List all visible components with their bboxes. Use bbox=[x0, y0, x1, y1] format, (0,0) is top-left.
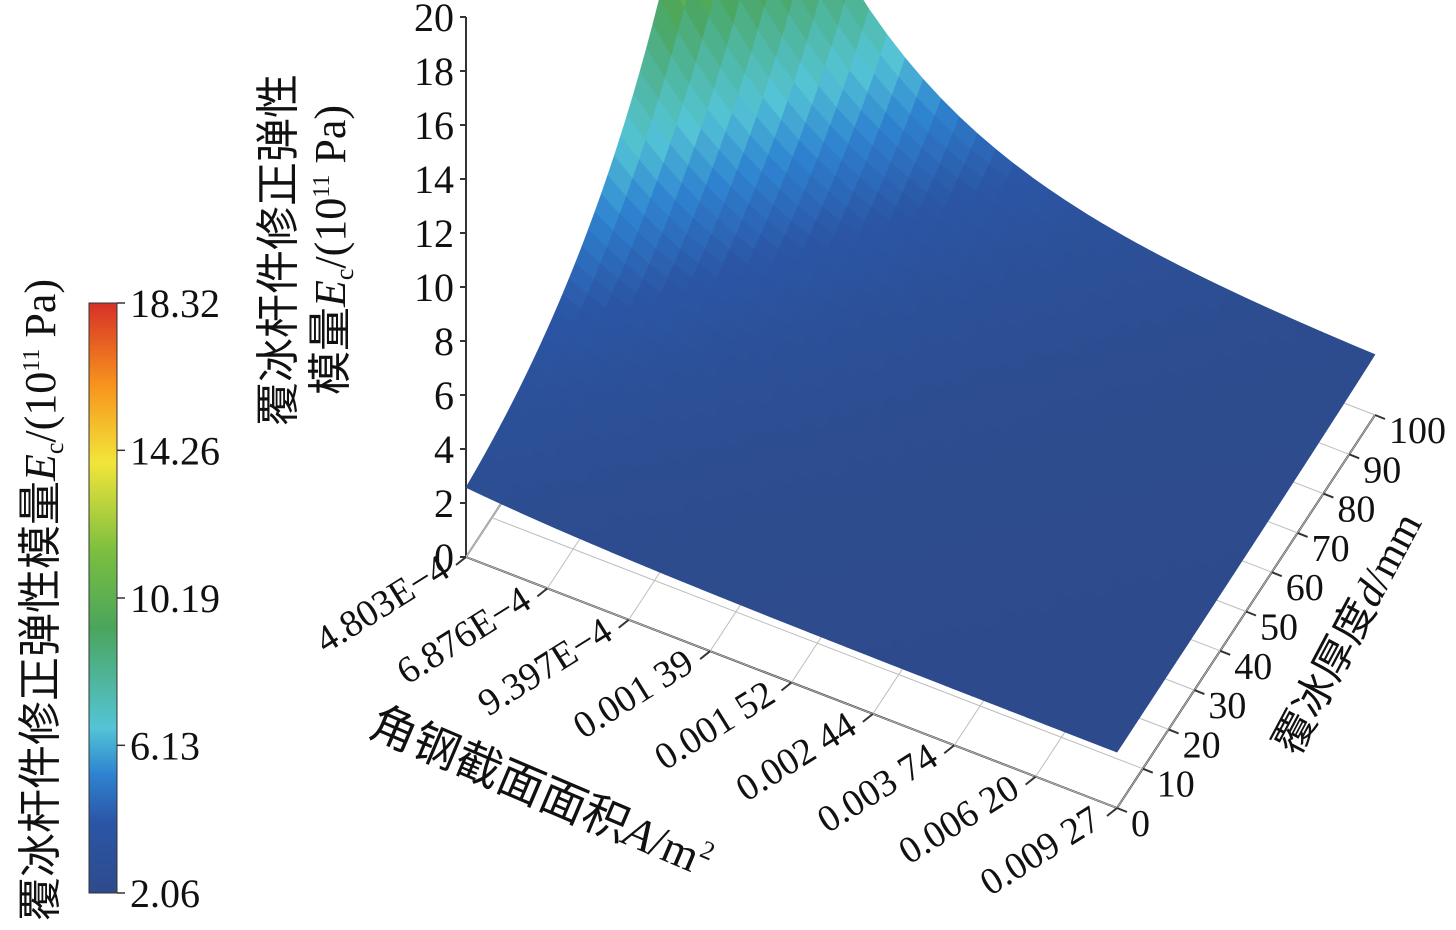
x-tick-mark bbox=[455, 556, 467, 566]
colorbar-ticks: 18.32 14.26 10.19 6.13 2.06 bbox=[117, 281, 220, 916]
x-tick-mark bbox=[862, 713, 874, 723]
z-tick-label: 10 bbox=[414, 265, 454, 310]
y-tick-mark bbox=[1271, 571, 1283, 578]
y-tick-mark bbox=[1194, 689, 1205, 696]
z-axis-label-line2: 模量Ec/(1011 Pa) bbox=[306, 105, 359, 395]
surface-cell bbox=[780, 0, 793, 14]
z-axis-label-symbol: E bbox=[306, 280, 355, 308]
x-tick-mark bbox=[618, 618, 630, 629]
x-tick-mark bbox=[780, 681, 793, 692]
z-axis-label-unit-post: Pa) bbox=[306, 105, 355, 175]
colorbar-label-sub: c bbox=[40, 443, 69, 455]
y-tick-label: 10 bbox=[1157, 764, 1195, 806]
z-tick-label: 14 bbox=[414, 157, 454, 202]
z-tick-label: 0 bbox=[434, 535, 454, 580]
z-axis-label-prefix: 模量 bbox=[306, 307, 355, 395]
y-tick-mark bbox=[1297, 531, 1308, 538]
y-tick-mark bbox=[1323, 492, 1334, 499]
colorbar-label-unit-pre: /(10 bbox=[16, 372, 65, 443]
colorbar-label-sup: 11 bbox=[19, 349, 45, 372]
y-tick-label: 80 bbox=[1337, 489, 1375, 531]
z-tick-label: 8 bbox=[434, 319, 454, 364]
y-tick-label: 90 bbox=[1363, 449, 1401, 491]
colorbar-label-unit-post: Pa) bbox=[16, 279, 65, 349]
z-tick-label: 18 bbox=[414, 49, 454, 94]
surface-cell bbox=[699, 0, 713, 16]
y-tick-label: 0 bbox=[1131, 803, 1150, 845]
x-axis-label: 角钢截面面积A/m2 bbox=[363, 697, 720, 887]
surface-cell bbox=[841, 0, 846, 4]
z-tick-label: 6 bbox=[434, 373, 454, 418]
x-tick-mark bbox=[1025, 775, 1037, 786]
colorbar-tick-label: 18.32 bbox=[130, 281, 220, 326]
surface-cell bbox=[800, 0, 820, 20]
surface-cell bbox=[719, 0, 740, 24]
y-tick-mark bbox=[1245, 610, 1257, 617]
z-axis-label-unit-pre: /(10 bbox=[306, 198, 355, 269]
x-tick-mark bbox=[699, 650, 711, 660]
z-tick-label: 4 bbox=[434, 427, 454, 472]
grid-line-y bbox=[491, 517, 1143, 770]
y-tick-mark bbox=[1219, 649, 1231, 656]
colorbar-tick-label: 14.26 bbox=[130, 428, 220, 473]
surface-cell bbox=[679, 0, 687, 9]
y-tick-label: 70 bbox=[1312, 528, 1350, 570]
colorbar-label: 覆冰杆件修正弹性模量Ec/(1011 Pa) bbox=[16, 279, 69, 921]
colorbar-tick-label: 6.13 bbox=[130, 723, 200, 768]
y-tick-mark bbox=[1116, 807, 1128, 813]
y-tick-mark bbox=[1348, 453, 1360, 460]
y-tick-mark bbox=[1168, 728, 1179, 735]
colorbar-label-symbol: E bbox=[16, 454, 65, 482]
y-tick-mark bbox=[1142, 767, 1154, 774]
z-tick-label: 20 bbox=[414, 0, 454, 40]
colorbar bbox=[88, 302, 118, 894]
surface-cell bbox=[760, 0, 767, 8]
colorbar-tick-label: 10.19 bbox=[130, 576, 220, 621]
y-tick-mark bbox=[1374, 414, 1386, 420]
z-tick-label: 12 bbox=[414, 211, 454, 256]
surface-mesh bbox=[465, 0, 1376, 753]
z-axis-label-line1: 覆冰杆件修正弹性 bbox=[254, 74, 303, 426]
y-tick-label: 100 bbox=[1389, 410, 1446, 452]
x-tick-mark bbox=[943, 744, 955, 755]
z-tick-label: 16 bbox=[414, 103, 454, 148]
y-tick-label: 60 bbox=[1286, 567, 1324, 609]
colorbar-label-prefix: 覆冰杆件修正弹性模量 bbox=[16, 481, 65, 921]
x-tick-mark bbox=[536, 587, 548, 598]
y-tick-label: 40 bbox=[1234, 646, 1272, 688]
colorbar-tick-label: 2.06 bbox=[130, 871, 200, 916]
z-axis-label-sub: c bbox=[330, 269, 359, 281]
z-tick-label: 2 bbox=[434, 481, 454, 526]
z-axis-ticks: 0 2 4 6 8 10 12 14 16 18 20 bbox=[414, 0, 466, 580]
y-tick-label: 30 bbox=[1208, 685, 1246, 727]
y-tick-label: 50 bbox=[1260, 607, 1298, 649]
z-axis-label-sup: 11 bbox=[309, 175, 335, 198]
y-tick-label: 20 bbox=[1183, 724, 1221, 766]
surface-cell bbox=[843, 0, 869, 31]
x-tick-mark bbox=[1106, 807, 1118, 817]
